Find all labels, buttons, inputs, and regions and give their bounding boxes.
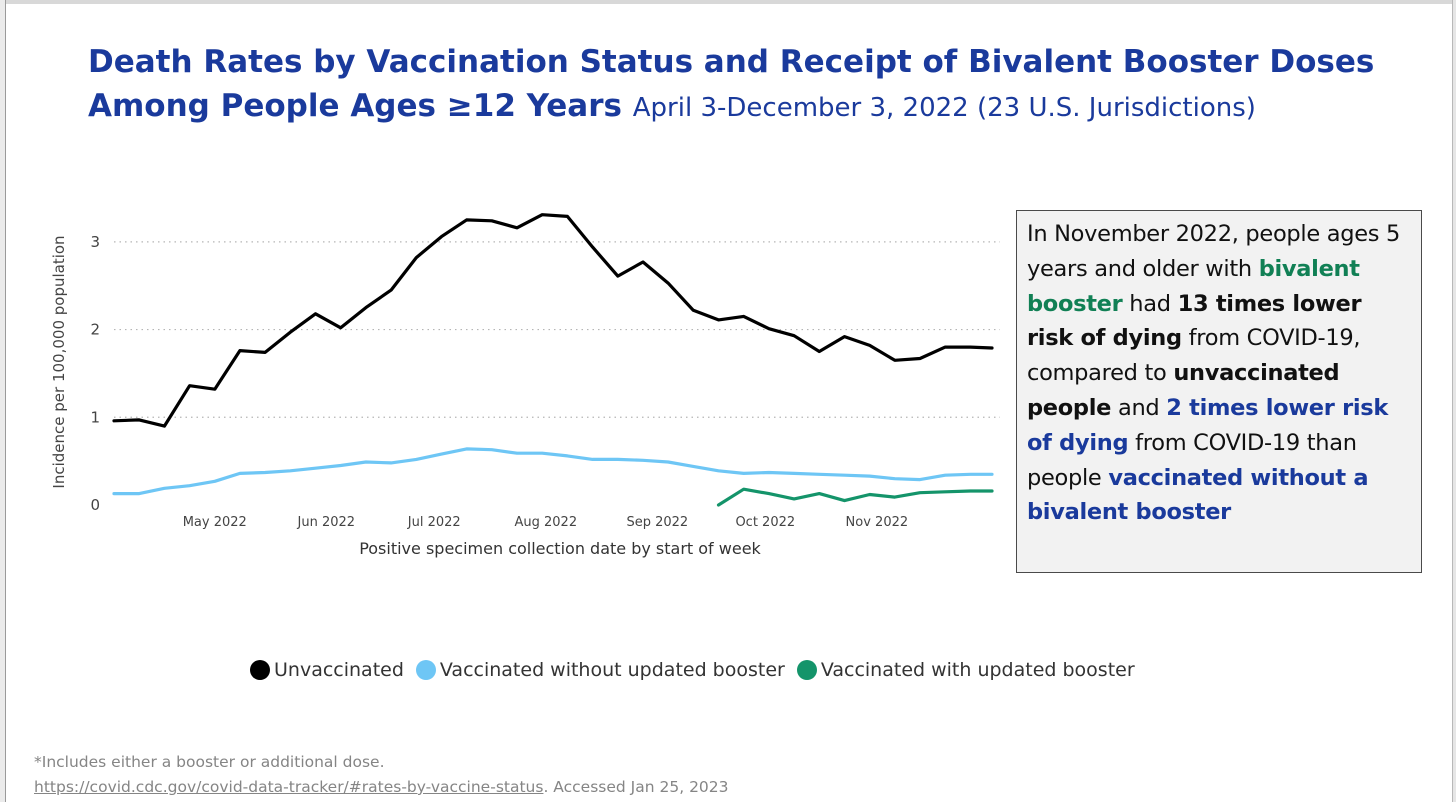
legend-item-unvaccinated[interactable]: Unvaccinated — [250, 659, 404, 681]
series-line-vaccinated-with-updated-booster — [716, 487, 994, 507]
legend-label-vaccinated-without: Vaccinated without updated booster — [439, 659, 785, 681]
y-axis-label: Incidence per 100,000 population — [50, 235, 68, 488]
x-tick-label-nov-2022: Nov 2022 — [846, 515, 909, 530]
title-date-range: April 3-December 3, 2022 (23 U.S. Jurisd… — [632, 93, 1256, 123]
callout-text-5: from COVID-19 than people — [1027, 429, 1357, 491]
series-line-vaccinated-without-updated-booster — [112, 447, 994, 496]
key-findings-callout: In November 2022, people ages 5 years an… — [1016, 210, 1422, 573]
callout-2-times-lower: 2 times lower risk of dying — [1027, 394, 1389, 456]
legend-label-unvaccinated: Unvaccinated — [274, 659, 404, 681]
x-tick-label-oct-2022: Oct 2022 — [735, 515, 795, 530]
y-tick-label-1: 1 — [90, 408, 100, 426]
legend-dot-unvaccinated — [250, 660, 270, 680]
callout-text-1: In November 2022, people ages 5 years an… — [1027, 221, 1401, 282]
callout-unvaccinated-people: unvaccinated people — [1027, 360, 1340, 421]
legend-item-vaccinated-with[interactable]: Vaccinated with updated booster — [796, 659, 1135, 681]
legend-label-vaccinated-with: Vaccinated with updated booster — [820, 659, 1135, 681]
x-axis-ticks: May 2022 Jun 2022 Jul 2022 Aug 2022 Sep 2022… — [183, 515, 908, 530]
x-tick-label-may-2022: May 2022 — [183, 515, 247, 530]
title-line-1: Death Rates by Vaccination Status and Re… — [88, 44, 1375, 80]
slide-title: Death Rates by Vaccination Status and Re… — [88, 40, 1374, 130]
window-top-edge — [0, 0, 1456, 4]
footnote: *Includes either a booster or additional… — [34, 750, 729, 800]
y-tick-label-2: 2 — [90, 321, 100, 339]
footnote-note: *Includes either a booster or additional… — [34, 753, 385, 771]
window-left-edge — [0, 0, 6, 802]
source-link[interactable]: https://covid.cdc.gov/covid-data-tracker… — [34, 778, 544, 796]
footnote-source: https://covid.cdc.gov/covid-data-tracker… — [34, 775, 729, 800]
x-axis-label: Positive specimen collection date by sta… — [359, 539, 761, 558]
title-line-2: Among People Ages ≥12 Years — [88, 88, 622, 124]
legend-item-vaccinated-without[interactable]: Vaccinated without updated booster — [415, 659, 785, 681]
x-tick-label-aug-2022: Aug 2022 — [514, 515, 577, 530]
callout-text-4: and — [1117, 394, 1160, 421]
x-tick-label-jul-2022: Jul 2022 — [407, 515, 461, 530]
legend-dot-vaccinated-with — [796, 660, 817, 680]
x-tick-label-sep-2022: Sep 2022 — [626, 515, 688, 530]
window-right-edge — [1452, 0, 1456, 802]
callout-bivalent-booster: bivalent booster — [1027, 255, 1360, 317]
y-axis-ticks: 0 1 2 3 — [90, 233, 100, 514]
callout-text-3: from COVID-19, compared to — [1027, 325, 1361, 387]
callout-vaccinated-without-bivalent: vaccinated without a bivalent booster — [1027, 464, 1369, 526]
x-tick-label-jun-2022: Jun 2022 — [297, 515, 356, 530]
footnote-accessed: . Accessed Jan 25, 2023 — [543, 778, 729, 796]
chart-series — [112, 213, 994, 507]
chart-gridlines — [114, 241, 1000, 418]
y-tick-label-0: 0 — [90, 496, 100, 514]
callout-text-2: had — [1129, 290, 1171, 317]
y-tick-label-3: 3 — [90, 233, 100, 251]
callout-13-times-lower: 13 times lower risk of dying — [1027, 290, 1362, 352]
chart-legend: Unvaccinated Vaccinated without updated … — [250, 659, 1147, 681]
legend-dot-vaccinated-without — [415, 660, 436, 680]
series-line-unvaccinated — [112, 213, 994, 428]
